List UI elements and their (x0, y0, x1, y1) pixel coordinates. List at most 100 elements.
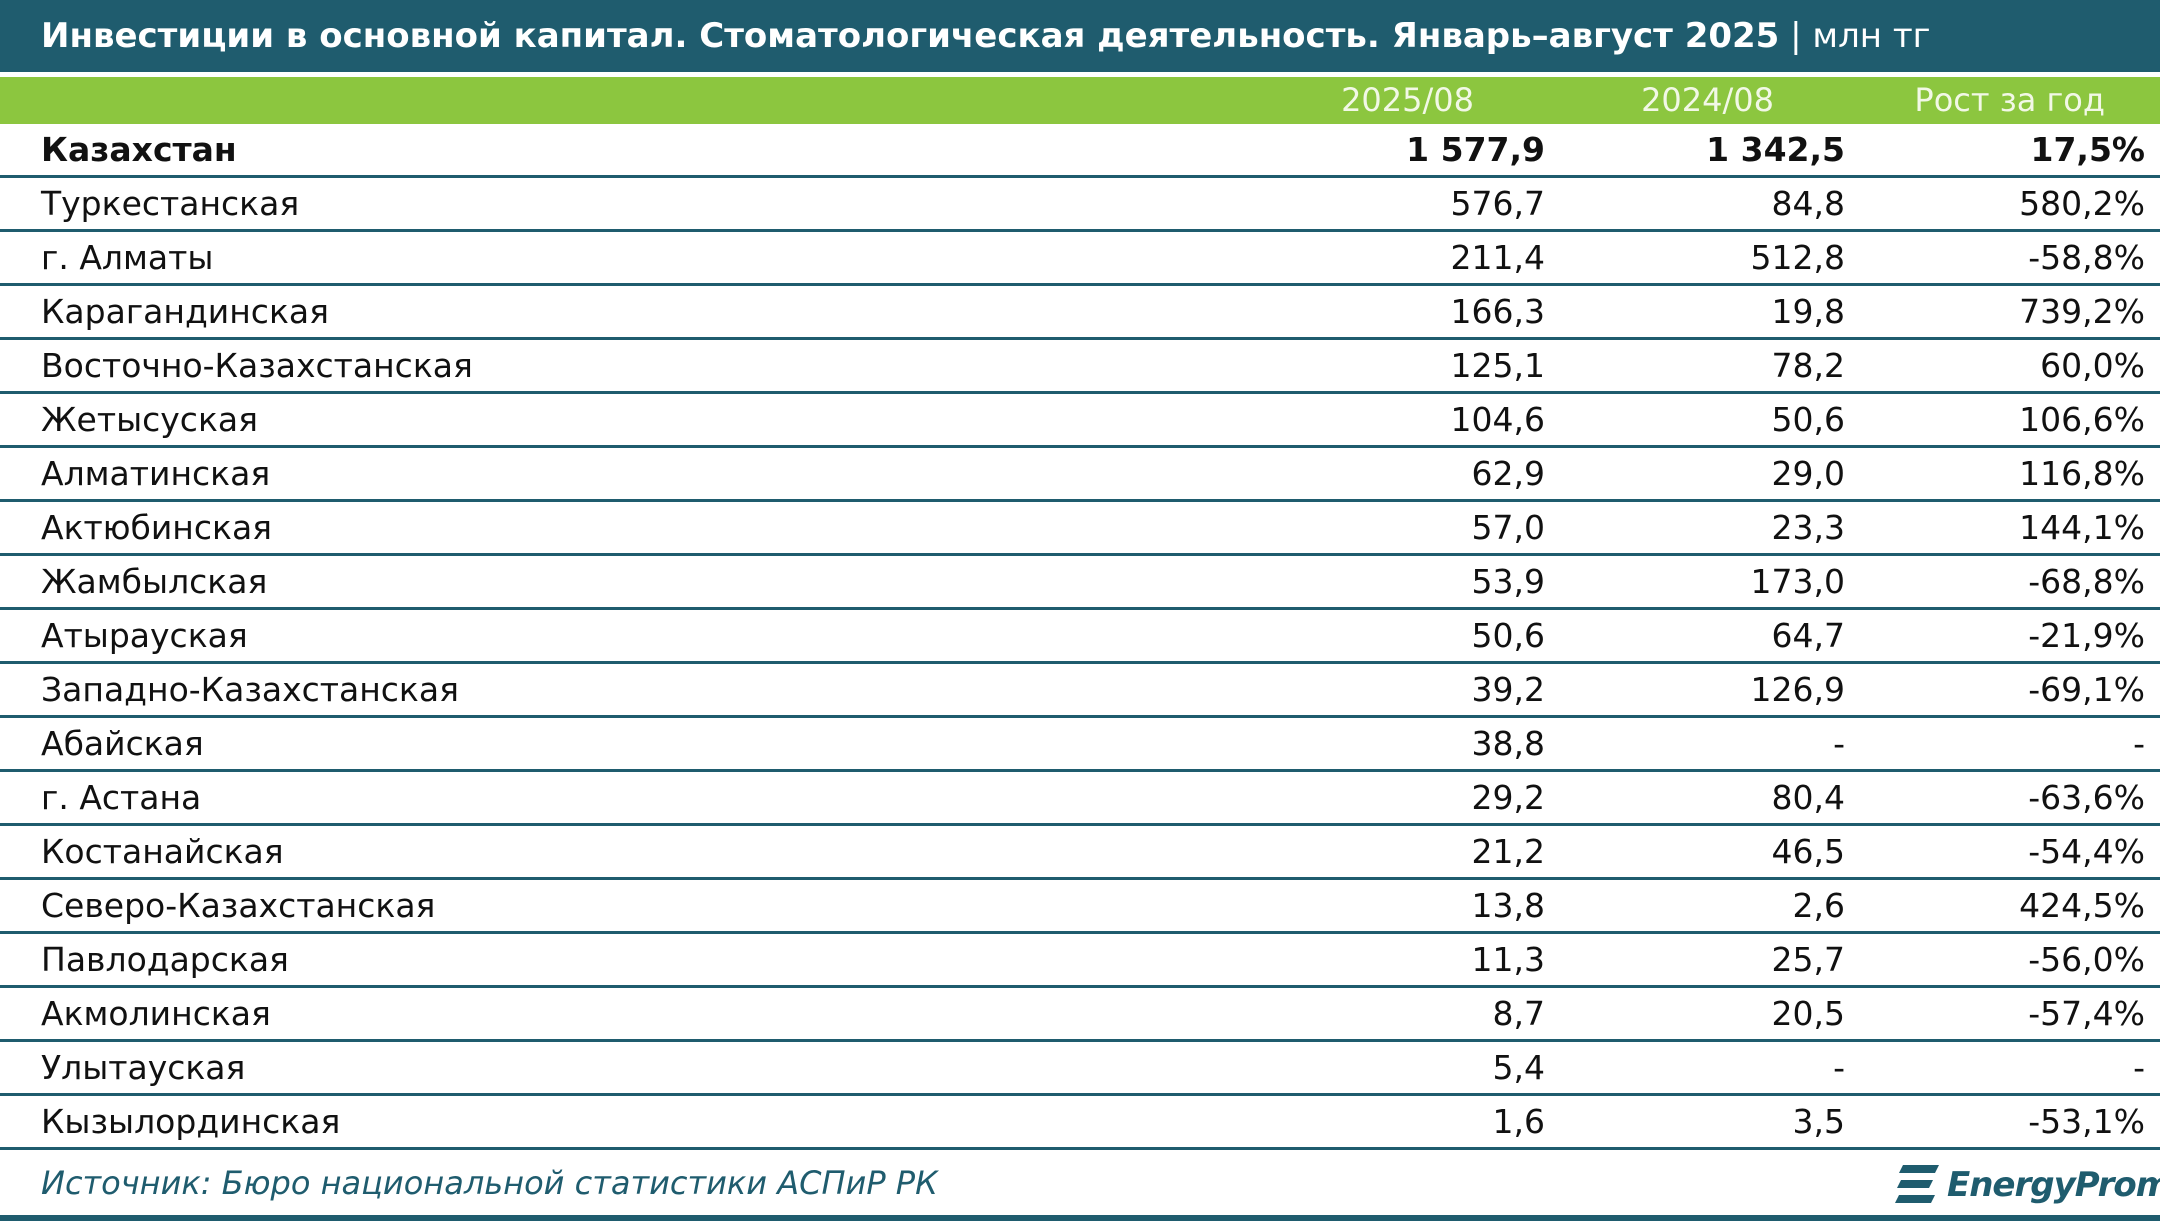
value-2024-cell: 512,8 (1750, 238, 1845, 277)
table-row: Туркестанская 576,7 84,8 580,2% (0, 178, 2160, 232)
value-2025-cell: 211,4 (1450, 238, 1545, 277)
value-2024-cell: - (1833, 724, 1845, 763)
table-row: Жетысуская 104,6 50,6 106,6% (0, 394, 2160, 448)
value-2025-cell: 11,3 (1471, 940, 1545, 979)
value-2024-cell: - (1833, 1048, 1845, 1087)
energyprom-logo-text: EnergyProm (1947, 1165, 2160, 1205)
table-row: г. Алматы 211,4 512,8 -58,8% (0, 232, 2160, 286)
region-name-cell: Костанайская (41, 832, 284, 871)
region-name-cell: Казахстан (41, 130, 237, 169)
table-row: Жамбылская 53,9 173,0 -68,8% (0, 556, 2160, 610)
column-header-2024: 2024/08 (1641, 81, 1774, 119)
value-2025-cell: 1,6 (1492, 1102, 1545, 1141)
region-name-cell: Павлодарская (41, 940, 289, 979)
value-2025-cell: 62,9 (1471, 454, 1545, 493)
table-row: Костанайская 21,2 46,5 -54,4% (0, 826, 2160, 880)
source-note: Источник: Бюро национальной статистики А… (41, 1164, 938, 1202)
region-name-cell: Кызылординская (41, 1102, 341, 1141)
table-row: Кызылординская 1,6 3,5 -53,1% (0, 1096, 2160, 1150)
value-2024-cell: 23,3 (1771, 508, 1845, 547)
energyprom-logo: EnergyProm (1895, 1161, 2160, 1209)
table-row: Северо-Казахстанская 13,8 2,6 424,5% (0, 880, 2160, 934)
growth-cell: - (2133, 1048, 2145, 1087)
region-name-cell: Западно-Казахстанская (41, 670, 459, 709)
value-2025-cell: 8,7 (1492, 994, 1545, 1033)
growth-cell: -69,1% (2028, 670, 2145, 709)
table-row: Западно-Казахстанская 39,2 126,9 -69,1% (0, 664, 2160, 718)
table-title: Инвестиции в основной капитал. Стоматоло… (41, 0, 1931, 72)
value-2025-cell: 576,7 (1450, 184, 1545, 223)
growth-cell: -58,8% (2028, 238, 2145, 277)
growth-cell: 580,2% (2019, 184, 2145, 223)
region-name-cell: г. Алматы (41, 238, 214, 277)
growth-cell: -63,6% (2028, 778, 2145, 817)
value-2025-cell: 39,2 (1471, 670, 1545, 709)
table-row: г. Астана 29,2 80,4 -63,6% (0, 772, 2160, 826)
table-row: Алматинская 62,9 29,0 116,8% (0, 448, 2160, 502)
region-name-cell: Акмолинская (41, 994, 271, 1033)
value-2024-cell: 46,5 (1771, 832, 1845, 871)
value-2024-cell: 19,8 (1771, 292, 1845, 331)
footer: Источник: Бюро национальной статистики А… (0, 1151, 2160, 1221)
value-2024-cell: 1 342,5 (1706, 130, 1845, 169)
value-2024-cell: 20,5 (1771, 994, 1845, 1033)
table-total-row: Казахстан 1 577,9 1 342,5 17,5% (0, 124, 2160, 178)
region-name-cell: Актюбинская (41, 508, 273, 547)
bottom-rule (0, 1215, 2160, 1221)
value-2024-cell: 80,4 (1771, 778, 1845, 817)
value-2025-cell: 5,4 (1492, 1048, 1545, 1087)
table-row: Павлодарская 11,3 25,7 -56,0% (0, 934, 2160, 988)
energyprom-logo-icon (1895, 1165, 1939, 1203)
value-2024-cell: 84,8 (1771, 184, 1845, 223)
region-name-cell: Северо-Казахстанская (41, 886, 436, 925)
growth-cell: -53,1% (2028, 1102, 2145, 1141)
growth-cell: 60,0% (2040, 346, 2145, 385)
region-name-cell: Абайская (41, 724, 204, 763)
value-2025-cell: 50,6 (1471, 616, 1545, 655)
region-name-cell: Карагандинская (41, 292, 329, 331)
value-2024-cell: 126,9 (1750, 670, 1845, 709)
value-2025-cell: 21,2 (1471, 832, 1545, 871)
region-name-cell: Туркестанская (41, 184, 300, 223)
table-row: Улытауская 5,4 - - (0, 1042, 2160, 1096)
value-2025-cell: 29,2 (1471, 778, 1545, 817)
title-unit: | млн тг (1779, 16, 1931, 56)
growth-cell: 144,1% (2019, 508, 2145, 547)
table-row: Актюбинская 57,0 23,3 144,1% (0, 502, 2160, 556)
table-row: Абайская 38,8 - - (0, 718, 2160, 772)
column-header-2025: 2025/08 (1341, 81, 1474, 119)
growth-cell: -54,4% (2028, 832, 2145, 871)
growth-cell: -21,9% (2028, 616, 2145, 655)
value-2024-cell: 25,7 (1771, 940, 1845, 979)
growth-cell: 17,5% (2030, 130, 2146, 169)
region-name-cell: Жетысуская (41, 400, 258, 439)
data-table: Казахстан 1 577,9 1 342,5 17,5% Туркестанска… (0, 124, 2160, 1150)
value-2024-cell: 50,6 (1771, 400, 1845, 439)
growth-cell: 424,5% (2019, 886, 2145, 925)
value-2025-cell: 1 577,9 (1406, 130, 1545, 169)
title-main: Инвестиции в основной капитал. Стоматоло… (41, 16, 1780, 56)
table-row: Карагандинская 166,3 19,8 739,2% (0, 286, 2160, 340)
value-2025-cell: 38,8 (1471, 724, 1545, 763)
value-2025-cell: 13,8 (1471, 886, 1545, 925)
value-2025-cell: 125,1 (1450, 346, 1545, 385)
region-name-cell: Алматинская (41, 454, 271, 493)
region-name-cell: Жамбылская (41, 562, 268, 601)
growth-cell: -68,8% (2028, 562, 2145, 601)
column-header-growth: Рост за год (1914, 81, 2105, 119)
table-row: Восточно-Казахстанская 125,1 78,2 60,0% (0, 340, 2160, 394)
title-bar: Инвестиции в основной капитал. Стоматоло… (0, 0, 2160, 72)
region-name-cell: Восточно-Казахстанская (41, 346, 473, 385)
value-2024-cell: 3,5 (1792, 1102, 1845, 1141)
growth-cell: 116,8% (2019, 454, 2145, 493)
title-gap (0, 72, 2160, 77)
column-header-row: 2025/08 2024/08 Рост за год (0, 77, 2160, 124)
growth-cell: 739,2% (2019, 292, 2145, 331)
growth-cell: - (2133, 724, 2145, 763)
region-name-cell: г. Астана (41, 778, 202, 817)
table-row: Акмолинская 8,7 20,5 -57,4% (0, 988, 2160, 1042)
value-2024-cell: 173,0 (1750, 562, 1845, 601)
region-name-cell: Атырауская (41, 616, 248, 655)
growth-cell: 106,6% (2019, 400, 2145, 439)
